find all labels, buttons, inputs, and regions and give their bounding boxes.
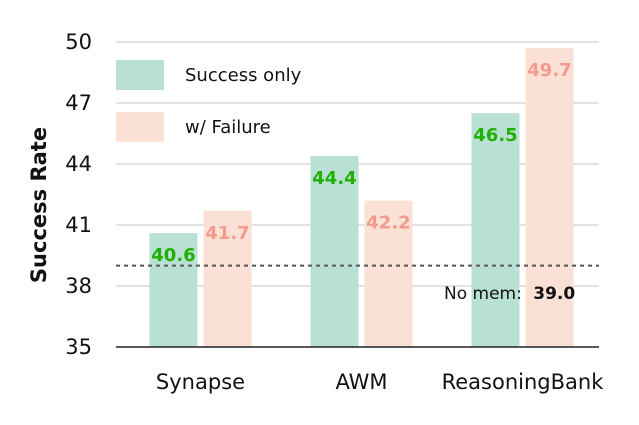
- legend-label-success-only: Success only: [185, 65, 302, 86]
- y-tick-label: 41: [65, 213, 92, 237]
- value-label: 41.7: [205, 223, 249, 244]
- value-label: 40.6: [151, 245, 195, 266]
- no-memory-baseline-label: No mem: 39.0: [444, 284, 575, 304]
- legend-label-w-failure: w/ Failure: [185, 117, 271, 138]
- category-label: ReasoningBank: [442, 370, 605, 394]
- y-tick-label: 44: [65, 152, 92, 176]
- bar-synapse-w-failure: [203, 210, 252, 347]
- baseline-label-value: 39.0: [533, 284, 575, 304]
- value-label: 49.7: [527, 60, 571, 81]
- y-tick-label: 35: [65, 335, 92, 359]
- bars: [149, 48, 574, 348]
- y-tick-label: 50: [65, 30, 92, 54]
- bar-reasoningbank-success-only: [471, 113, 520, 348]
- legend: Success only w/ Failure: [116, 60, 302, 142]
- value-label: 46.5: [473, 125, 517, 146]
- bar-synapse-success-only: [149, 233, 198, 347]
- bar-awm-success-only: [310, 155, 359, 347]
- value-label: 44.4: [312, 168, 356, 189]
- legend-swatch-w-failure: [116, 112, 164, 142]
- value-label: 42.2: [366, 213, 410, 234]
- category-labels: Synapse AWM ReasoningBank: [156, 370, 604, 394]
- y-tick-label: 38: [65, 274, 92, 298]
- category-label: AWM: [335, 370, 387, 394]
- value-labels: 40.6 41.7 44.4 42.2 46.5 49.7: [151, 60, 571, 266]
- y-axis-label: Success Rate: [27, 127, 51, 283]
- bar-reasoningbank-w-failure: [525, 48, 574, 347]
- bar-awm-w-failure: [364, 200, 413, 347]
- category-label: Synapse: [156, 370, 245, 394]
- y-tick-labels: 35 38 41 44 47 50: [65, 30, 92, 359]
- baseline-label-prefix: No mem:: [444, 284, 522, 304]
- legend-swatch-success-only: [116, 60, 164, 90]
- y-tick-label: 47: [65, 91, 92, 115]
